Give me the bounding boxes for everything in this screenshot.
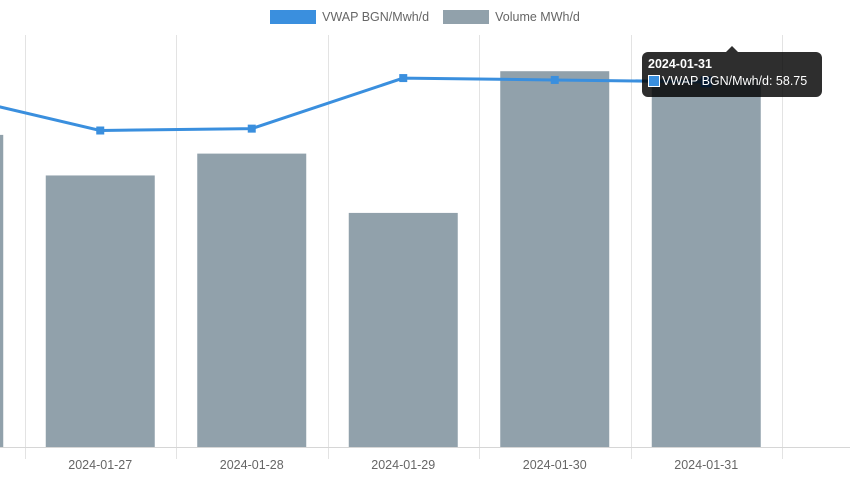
- line-series: [0, 76, 707, 133]
- tooltip-swatch: [648, 75, 660, 87]
- legend-swatch-volume: [443, 10, 490, 24]
- x-tick-label: 2024-01-29: [371, 458, 435, 472]
- legend-swatch-vwap: [270, 10, 317, 24]
- tooltip: 2024-01-31 VWAP BGN/Mwh/d: 58.75: [642, 46, 822, 97]
- line-point: [399, 74, 408, 83]
- legend-item-volume[interactable]: Volume MWh/d: [443, 10, 580, 24]
- legend-label-volume: Volume MWh/d: [495, 10, 580, 24]
- x-tick-label: 2024-01-27: [68, 458, 132, 472]
- tooltip-label: VWAP BGN/Mwh/d: 58.75: [662, 74, 808, 88]
- bar: [0, 134, 4, 447]
- legend-label-vwap: VWAP BGN/Mwh/d: [322, 10, 430, 24]
- tooltip-row: VWAP BGN/Mwh/d: 58.75: [648, 74, 816, 88]
- x-tick-label: 2024-01-30: [523, 458, 587, 472]
- bar: [651, 78, 761, 448]
- bar: [45, 175, 155, 448]
- bar: [197, 153, 307, 447]
- line-point: [550, 75, 559, 84]
- line-point: [96, 126, 105, 135]
- x-tick-label: 2024-01-28: [220, 458, 284, 472]
- legend-item-vwap[interactable]: VWAP BGN/Mwh/d: [270, 10, 429, 24]
- x-tick-label: 2024-01-31: [674, 458, 738, 472]
- bar: [500, 71, 610, 448]
- tooltip-title: 2024-01-31: [648, 57, 712, 71]
- legend: VWAP BGN/Mwh/d Volume MWh/d: [0, 8, 850, 26]
- bar: [348, 212, 458, 447]
- line-point: [247, 124, 256, 133]
